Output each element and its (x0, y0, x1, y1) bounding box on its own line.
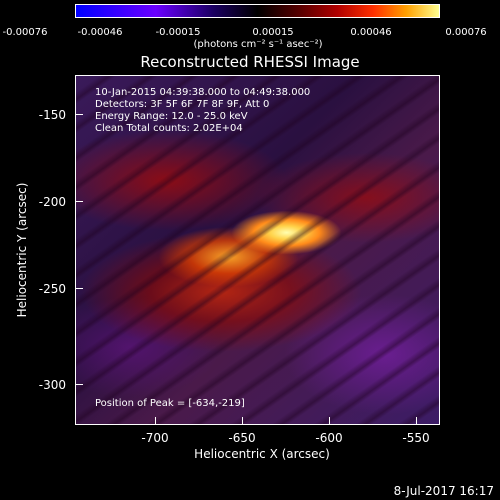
y-tick-label: -200 (38, 195, 66, 209)
x-tick-mark (416, 417, 417, 425)
x-tick-mark (329, 417, 330, 425)
x-axis-title: Heliocentric X (arcsec) (194, 447, 330, 461)
y-tick-label: -150 (38, 108, 66, 122)
y-tick-label: -250 (38, 282, 66, 296)
rhessi-image (75, 75, 440, 425)
image-title: Reconstructed RHESSI Image (140, 53, 360, 71)
colorbar-unit: (photons cm⁻² s⁻¹ asec⁻²) (193, 39, 323, 50)
colorbar-tick: -0.00046 (77, 27, 123, 38)
image-texture (76, 76, 439, 424)
colorbar-tick: -0.00076 (2, 27, 48, 38)
info-detectors: Detectors: 3F 5F 6F 7F 8F 9F, Att 0 (95, 99, 270, 110)
x-tick-label: -700 (141, 431, 169, 445)
y-tick-mark (75, 114, 83, 115)
info-energy: Energy Range: 12.0 - 25.0 keV (95, 111, 248, 122)
colorbar (75, 4, 440, 18)
x-tick-mark (242, 417, 243, 425)
y-axis-title: Heliocentric Y (arcsec) (15, 182, 29, 318)
colorbar-tick: 0.00046 (350, 27, 392, 38)
x-tick-label: -650 (228, 431, 256, 445)
peak-position: Position of Peak = [-634,-219] (95, 398, 245, 409)
colorbar-tick: 0.00015 (252, 27, 294, 38)
info-clean: Clean Total counts: 2.02E+04 (95, 123, 243, 134)
colorbar-tick: -0.00015 (155, 27, 201, 38)
x-tick-label: -550 (402, 431, 430, 445)
y-tick-mark (75, 384, 83, 385)
x-tick-mark (155, 417, 156, 425)
colorbar-tick: 0.00076 (445, 27, 487, 38)
y-tick-mark (75, 201, 83, 202)
y-tick-label: -300 (38, 378, 66, 392)
y-tick-mark (75, 288, 83, 289)
render-date: 8-Jul-2017 16:17 (393, 484, 494, 498)
x-tick-label: -600 (315, 431, 343, 445)
info-time: 10-Jan-2015 04:39:38.000 to 04:49:38.000 (95, 87, 311, 98)
